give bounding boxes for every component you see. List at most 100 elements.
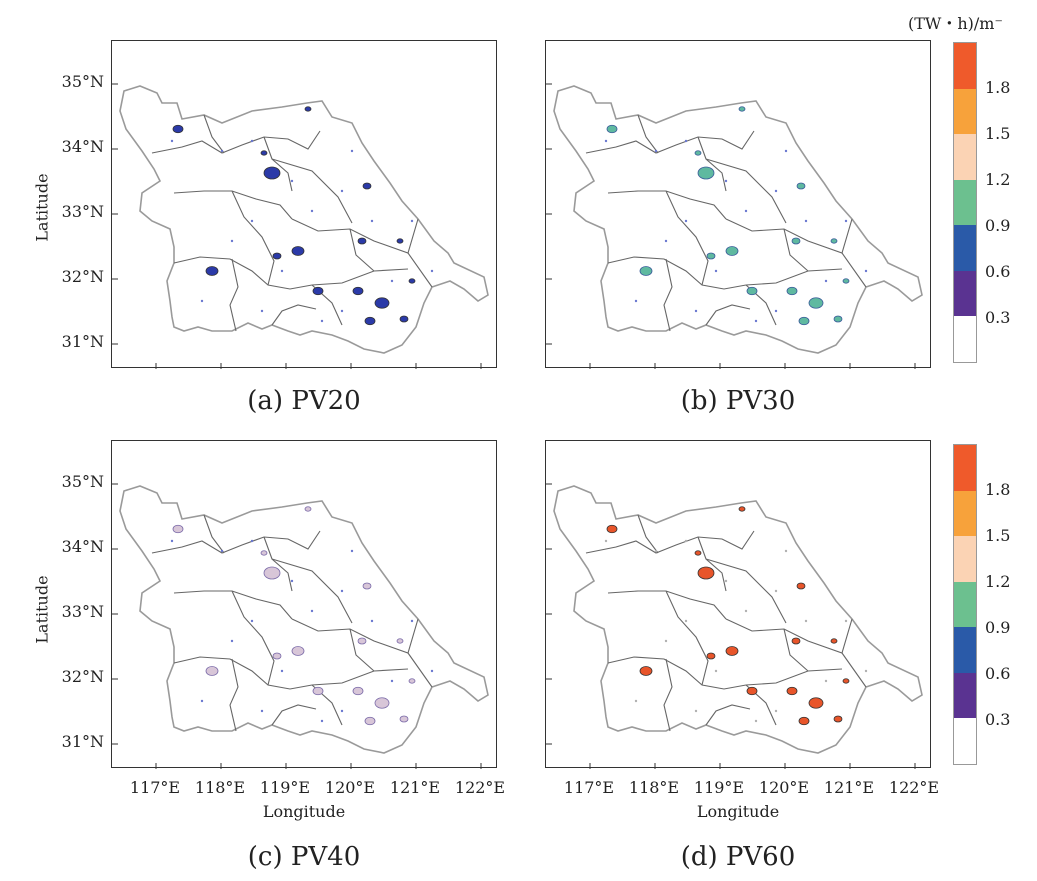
- pv-cluster: [786, 686, 798, 696]
- city-boundary: [725, 218, 853, 254]
- city-boundary: [725, 618, 853, 654]
- pv-cluster: [399, 315, 409, 323]
- pv-dot: [824, 279, 828, 283]
- city-boundary: [349, 228, 375, 272]
- pv-dot: [350, 549, 354, 553]
- pv-cluster: [639, 266, 653, 276]
- cb-bot-tick-0.6: 0.6: [985, 664, 1011, 683]
- pv-cluster: [357, 237, 367, 245]
- pv-dot: [774, 189, 778, 193]
- pv-dot: [724, 179, 728, 183]
- pv-cluster: [408, 278, 416, 284]
- pv-dot: [250, 619, 254, 623]
- pv-cluster: [396, 238, 404, 244]
- pv-dot: [664, 639, 668, 643]
- colorbar-swatch-6: [954, 270, 976, 316]
- city-boundary: [407, 252, 433, 288]
- lon-tick-c-122: 122°E: [454, 778, 506, 797]
- lat-tick-a-32: 32°N: [61, 267, 104, 286]
- pv-dot: [290, 579, 294, 583]
- pv-cluster: [263, 566, 281, 580]
- pv-dot: [340, 189, 344, 193]
- pv-cluster: [725, 246, 739, 256]
- city-boundary: [203, 514, 225, 554]
- lat-tick-a-34: 34°N: [61, 137, 104, 156]
- colorbar-b-swatch-1: [954, 445, 976, 491]
- pv-cluster: [260, 550, 268, 556]
- pv-cluster: [830, 638, 838, 644]
- city-boundary: [637, 114, 659, 154]
- pv-dot: [754, 719, 758, 723]
- colorbar-b-swatch-6: [954, 672, 976, 718]
- pv-dot: [634, 299, 638, 303]
- lat-tick-c-34: 34°N: [61, 537, 104, 556]
- pv-dot: [340, 589, 344, 593]
- city-boundary: [705, 158, 787, 224]
- pv-cluster: [396, 638, 404, 644]
- lon-tick-d-118: 118°E: [628, 778, 680, 797]
- caption-b: (b) PV30: [680, 386, 796, 416]
- pv-cluster: [796, 582, 806, 590]
- lat-tick-a-33: 33°N: [61, 202, 104, 221]
- pv-dot: [170, 539, 174, 543]
- pv-dot: [370, 619, 374, 623]
- pv-dot: [350, 149, 354, 153]
- province-outline: [553, 485, 923, 754]
- pv-cluster: [694, 550, 702, 556]
- pv-dot: [200, 299, 204, 303]
- pv-dot: [744, 609, 748, 613]
- pv-dot: [200, 699, 204, 703]
- pv-cluster: [362, 182, 372, 190]
- pv-cluster: [205, 666, 219, 676]
- pv-dot: [320, 319, 324, 323]
- ylabel-top: Latitude: [32, 173, 52, 242]
- cb-bot-tick-1.5: 1.5: [985, 526, 1011, 545]
- pv-dot: [604, 139, 608, 143]
- pv-cluster: [808, 297, 824, 309]
- city-boundary: [705, 704, 751, 726]
- city-boundary: [705, 558, 787, 624]
- pv-cluster: [706, 252, 716, 260]
- pv-cluster: [842, 678, 850, 684]
- city-boundary: [173, 256, 409, 290]
- pv-cluster: [746, 686, 758, 696]
- map-a-svg: [112, 83, 489, 369]
- city-boundary: [665, 190, 709, 286]
- pv-cluster: [791, 637, 801, 645]
- pv-dot: [390, 279, 394, 283]
- pv-cluster: [725, 646, 739, 656]
- colorbar-swatch-1: [954, 43, 976, 89]
- pv-dot: [310, 209, 314, 213]
- pv-dot: [280, 669, 284, 673]
- city-boundary: [263, 536, 293, 592]
- province-outline: [119, 485, 489, 754]
- city-boundary: [637, 514, 659, 554]
- map-b-svg: [546, 83, 923, 369]
- lat-tick-c-33: 33°N: [61, 602, 104, 621]
- pv-cluster: [172, 124, 184, 134]
- city-boundary: [271, 558, 353, 624]
- pv-cluster: [694, 150, 702, 156]
- lon-tick-d-119: 119°E: [693, 778, 745, 797]
- colorbar-top: [953, 42, 977, 363]
- city-boundary: [607, 656, 843, 690]
- pv-cluster: [362, 582, 372, 590]
- lon-tick-d-122: 122°E: [888, 778, 940, 797]
- city-boundary: [263, 136, 293, 192]
- xlabel-right: Longitude: [696, 802, 780, 821]
- map-d-svg: [546, 483, 923, 769]
- city-boundary: [663, 258, 673, 332]
- pv-cluster: [833, 715, 843, 723]
- pv-cluster: [304, 506, 312, 512]
- pv-cluster: [798, 716, 810, 726]
- city-boundary: [607, 190, 727, 220]
- pv-cluster: [830, 238, 838, 244]
- pv-dot: [410, 219, 414, 223]
- city-boundary: [841, 652, 867, 688]
- pv-cluster: [746, 286, 758, 296]
- city-boundary: [271, 158, 353, 224]
- colorbar-swatch-7: [954, 316, 976, 362]
- colorbar-unit: (TW・h)/m⁻: [908, 14, 1003, 33]
- province-outline: [119, 85, 489, 354]
- pv-cluster: [606, 524, 618, 534]
